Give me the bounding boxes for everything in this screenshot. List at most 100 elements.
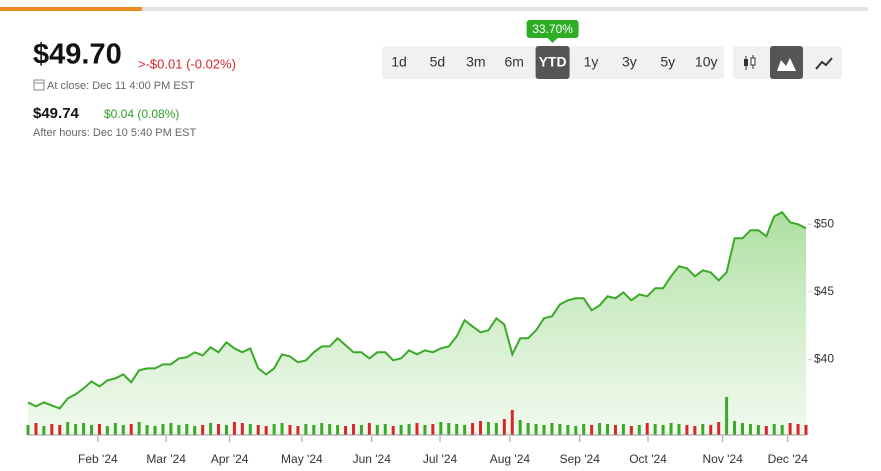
volume-bar <box>336 425 340 435</box>
range-button[interactable]: 1d <box>391 54 407 70</box>
volume-bar <box>383 424 387 435</box>
volume-bar <box>717 422 721 435</box>
volume-bar <box>701 424 705 435</box>
volume-bar <box>256 425 260 435</box>
volume-bar <box>796 424 800 435</box>
volume-bar <box>26 425 30 435</box>
volume-bar <box>74 424 78 435</box>
volume-bar <box>312 425 316 435</box>
volume-bar <box>669 423 673 435</box>
x-tick-label: Aug '24 <box>490 452 531 466</box>
area-button[interactable] <box>770 46 803 79</box>
volume-bar <box>439 422 443 435</box>
volume-bar <box>653 424 657 435</box>
range-button[interactable]: 10y <box>695 54 718 70</box>
volume-bar <box>685 425 689 435</box>
area-fill <box>28 212 806 435</box>
volume-bar <box>399 425 403 435</box>
badge-pointer <box>547 38 558 43</box>
volume-bar <box>606 424 610 435</box>
x-tick-label: Apr '24 <box>211 452 249 466</box>
range-button[interactable]: YTD <box>539 54 567 70</box>
volume-bar <box>113 423 117 435</box>
volume-bar <box>58 425 62 435</box>
range-button[interactable]: 5d <box>430 54 446 70</box>
range-button[interactable]: 5y <box>660 54 675 70</box>
price: $49.70 <box>33 39 122 71</box>
volume-bar <box>328 424 332 435</box>
volume-bar <box>756 425 760 435</box>
range-badge <box>526 20 579 38</box>
x-tick-label: May '24 <box>281 452 323 466</box>
range-button[interactable]: 3y <box>622 54 637 70</box>
volume-bar <box>740 423 744 435</box>
volume-bar <box>621 424 625 435</box>
volume-bar <box>574 426 578 435</box>
volume-bar <box>169 423 173 435</box>
volume-bar <box>526 423 530 435</box>
volume-bar <box>566 425 570 435</box>
volume-bar <box>725 397 729 435</box>
volume-bar <box>709 425 713 435</box>
volume-bar <box>161 424 165 435</box>
volume-bar <box>82 423 86 435</box>
range-button[interactable]: 1y <box>584 54 599 70</box>
volume-bar <box>582 424 586 435</box>
volume-bar <box>177 425 181 435</box>
range-button[interactable]: 6m <box>504 54 523 70</box>
volume-bar <box>415 423 419 435</box>
volume-bar <box>209 423 213 435</box>
volume-bar <box>105 426 109 435</box>
volume-bar <box>224 425 228 435</box>
range-active[interactable] <box>535 46 570 79</box>
volume-bar <box>201 425 205 435</box>
volume-bar <box>479 421 483 435</box>
y-tick-label: $50 <box>814 216 834 230</box>
volume-bar <box>137 422 141 435</box>
after-label: After hours: Dec 10 5:40 PM EST <box>33 127 197 139</box>
volume-bar <box>598 423 602 435</box>
price-change: >-$0.01 (-0.02%) <box>138 56 236 71</box>
volume-bar <box>90 425 94 435</box>
volume-bar <box>423 425 427 435</box>
volume-bar <box>772 424 776 435</box>
volume-bar <box>232 422 236 435</box>
volume-bar <box>677 424 681 435</box>
x-tick-label: Jun '24 <box>353 452 392 466</box>
volume-bar <box>471 423 475 435</box>
volume-bar <box>447 423 451 435</box>
candle-button[interactable] <box>744 55 756 70</box>
progress-bar <box>0 7 142 11</box>
volume-bar <box>351 424 355 435</box>
volume-bar <box>240 423 244 435</box>
volume-bar <box>320 423 324 435</box>
volume-bar <box>248 424 252 435</box>
volume-bar <box>129 424 133 435</box>
volume-bar <box>431 424 435 435</box>
volume-bar <box>780 425 784 435</box>
line-button[interactable] <box>815 57 833 70</box>
x-tick-label: Nov '24 <box>702 452 743 466</box>
volume-bar <box>153 426 157 435</box>
volume-bar <box>518 420 522 435</box>
price-line <box>27 211 807 410</box>
x-tick-label: Feb '24 <box>78 452 118 466</box>
volume-bar <box>550 423 554 435</box>
y-tick-label: $40 <box>814 352 834 366</box>
volume-bar <box>288 425 292 435</box>
volume-bar <box>788 423 792 435</box>
range-button[interactable]: 3m <box>466 54 485 70</box>
volume-bar <box>296 426 300 435</box>
volume-bar <box>391 426 395 435</box>
volume-bar <box>733 421 737 435</box>
x-tick-label: Dec '24 <box>768 452 809 466</box>
volume-bar <box>50 424 54 435</box>
volume-bar <box>375 425 379 435</box>
volume-bar <box>613 425 617 435</box>
progress-track <box>0 7 868 11</box>
volume-bar <box>534 424 538 435</box>
volume-bar <box>407 424 411 435</box>
volume-bar <box>661 425 665 435</box>
